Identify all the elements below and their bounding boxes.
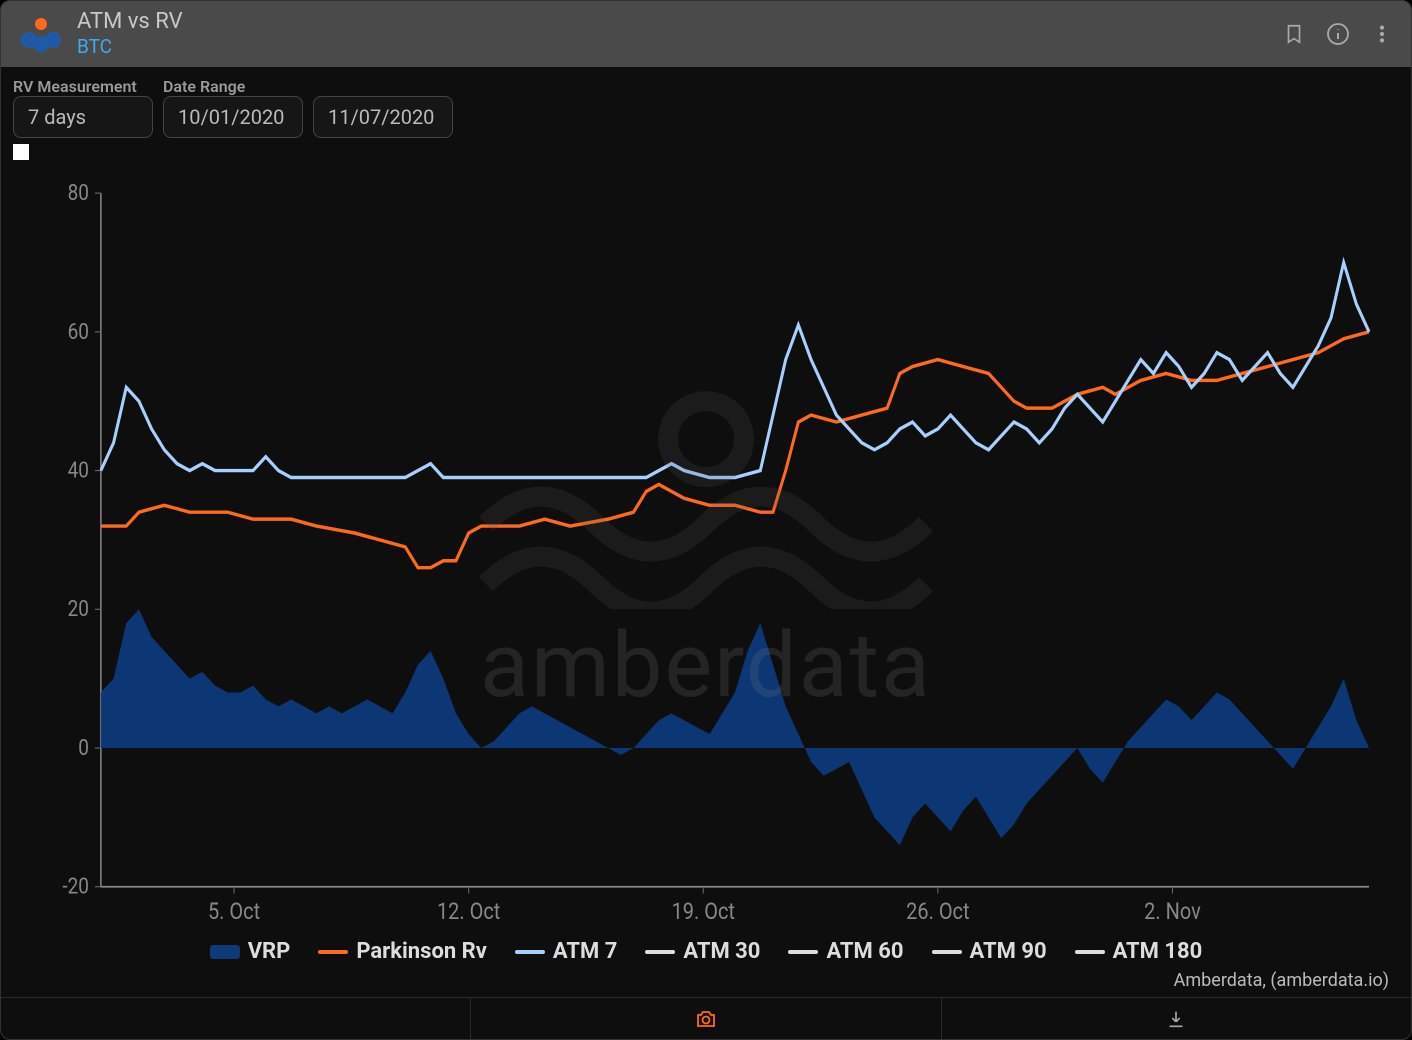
date-range-label: Date Range <box>163 77 303 96</box>
info-icon[interactable] <box>1325 21 1351 47</box>
legend-item[interactable]: ATM 30 <box>645 939 760 964</box>
download-button[interactable] <box>942 998 1411 1039</box>
date-to-input[interactable]: 11/07/2020 <box>313 96 453 138</box>
legend-swatch <box>515 950 545 954</box>
bookmark-icon[interactable] <box>1281 21 1307 47</box>
svg-text:80: 80 <box>68 181 89 207</box>
legend-item[interactable]: Parkinson Rv <box>318 939 487 964</box>
legend-item[interactable]: ATM 60 <box>788 939 903 964</box>
app-window: ATM vs RV BTC RV Measurement 7 days Date… <box>0 0 1412 1040</box>
legend-label: ATM 90 <box>970 939 1047 964</box>
camera-icon <box>694 1007 718 1031</box>
date-from-input[interactable]: 10/01/2020 <box>163 96 303 138</box>
legend-swatch <box>210 945 240 959</box>
legend: VRP Parkinson Rv ATM 7 ATM 30 ATM 60 ATM 90 AT… <box>1 933 1411 968</box>
screenshot-button[interactable] <box>471 998 941 1039</box>
legend-swatch <box>932 950 962 954</box>
toggle-checkbox[interactable] <box>13 144 29 160</box>
svg-text:5. Oct: 5. Oct <box>208 899 260 926</box>
download-icon <box>1165 1008 1187 1030</box>
rv-measurement-group: RV Measurement 7 days <box>13 77 153 138</box>
svg-text:20: 20 <box>68 597 89 623</box>
titlebar: ATM vs RV BTC <box>1 1 1411 67</box>
legend-item[interactable]: ATM 90 <box>932 939 1047 964</box>
legend-label: VRP <box>248 939 291 964</box>
svg-text:2. Nov: 2. Nov <box>1144 899 1201 926</box>
legend-swatch <box>1075 950 1105 954</box>
legend-label: Parkinson Rv <box>356 939 487 964</box>
legend-item[interactable]: ATM 7 <box>515 939 617 964</box>
chart-area: amberdata -200204060805. Oct12. Oct19. O… <box>1 160 1411 933</box>
series-VRP <box>101 609 1369 845</box>
svg-text:60: 60 <box>68 320 89 346</box>
window-subtitle: BTC <box>77 36 183 59</box>
legend-swatch <box>788 950 818 954</box>
credit-text: Amberdata, (amberdata.io) <box>1 968 1411 997</box>
legend-swatch <box>318 950 348 954</box>
titlebar-actions <box>1281 21 1395 47</box>
svg-text:19. Oct: 19. Oct <box>672 899 735 926</box>
legend-item[interactable]: ATM 180 <box>1075 939 1203 964</box>
legend-swatch <box>645 950 675 954</box>
window-title: ATM vs RV <box>77 9 183 35</box>
chart-svg[interactable]: -20 0 20 40 60 80 5. Oct 12. Oct 19. Oct 26. Oct 2… <box>21 170 1391 933</box>
date-to-group: 11/07/2020 <box>313 77 453 138</box>
bottombar <box>1 997 1411 1039</box>
svg-text:26. Oct: 26. Oct <box>906 899 969 926</box>
legend-item[interactable]: VRP <box>210 939 291 964</box>
svg-text:40: 40 <box>68 458 89 484</box>
svg-text:0: 0 <box>78 736 89 762</box>
controls-row: RV Measurement 7 days Date Range 10/01/2… <box>1 67 1411 138</box>
legend-label: ATM 180 <box>1113 939 1203 964</box>
bottombar-cell-left[interactable] <box>1 998 471 1039</box>
more-icon[interactable] <box>1369 21 1395 47</box>
svg-text:-20: -20 <box>62 874 89 900</box>
series-ATM 7 <box>101 262 1369 477</box>
app-logo-icon <box>17 14 65 54</box>
rv-measurement-select[interactable]: 7 days <box>13 96 153 138</box>
legend-label: ATM 7 <box>553 939 617 964</box>
legend-label: ATM 30 <box>683 939 760 964</box>
svg-text:12. Oct: 12. Oct <box>437 899 500 926</box>
legend-label: ATM 60 <box>826 939 903 964</box>
date-range-group: Date Range 10/01/2020 <box>163 77 303 138</box>
title-block: ATM vs RV BTC <box>77 9 183 58</box>
rv-measurement-label: RV Measurement <box>13 77 153 96</box>
